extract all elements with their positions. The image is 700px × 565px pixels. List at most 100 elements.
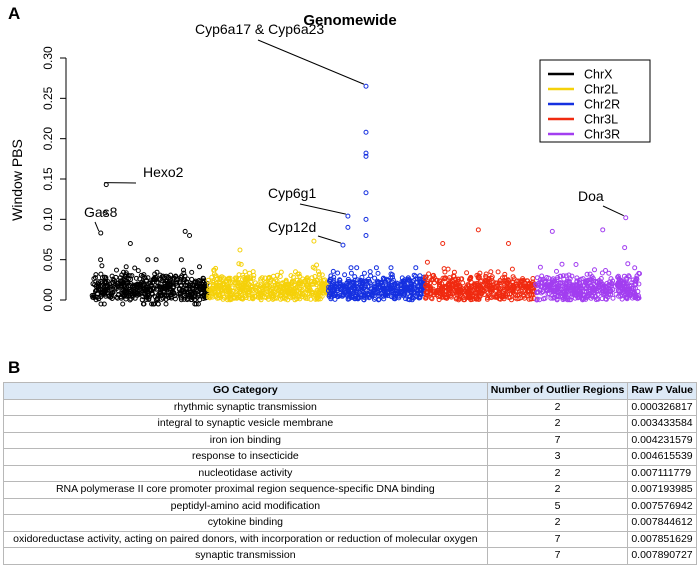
y-tick-label: 0.25	[41, 86, 55, 110]
data-point-chr3l	[465, 271, 469, 275]
legend-entry-label: Chr2L	[584, 83, 618, 97]
outlier-point	[346, 214, 350, 218]
outlier-point	[364, 84, 368, 88]
annotation-label: Cyp6g1	[268, 185, 316, 201]
data-point-chr3r	[626, 262, 630, 266]
header-go-category: GO Category	[4, 383, 488, 400]
data-point-chrx	[100, 264, 104, 268]
annotation-label: Gas8	[84, 204, 118, 220]
outlier-count-cell: 5	[487, 498, 628, 515]
panel-b-letter: B	[8, 358, 20, 378]
data-point-chr3r	[593, 268, 597, 272]
data-point-chr2l	[317, 270, 321, 274]
data-point-chrx	[164, 302, 168, 306]
data-point-chr3l	[425, 260, 429, 264]
outlier-point	[312, 239, 316, 243]
data-point-chr3r	[607, 271, 611, 275]
outlier-point	[624, 216, 628, 220]
annotation-leader-line	[603, 206, 624, 216]
outlier-count-cell: 2	[487, 515, 628, 532]
data-point-chr2l	[279, 270, 283, 274]
go-category-cell: cytokine binding	[4, 515, 488, 532]
y-tick-label: 0.05	[41, 248, 55, 272]
data-point-chr2r	[343, 273, 347, 277]
y-tick-label: 0.20	[41, 127, 55, 151]
outlier-point	[99, 231, 103, 235]
outlier-count-cell: 2	[487, 416, 628, 433]
annotation-label: Cyp6a17 & Cyp6a23	[195, 21, 324, 37]
data-point-chr3l	[489, 270, 493, 274]
p-value-cell: 0.004231579	[628, 432, 697, 449]
data-point-chrx	[124, 265, 128, 269]
header-outlier-regions: Number of Outlier Regions	[487, 383, 628, 400]
data-point-chrx	[146, 258, 150, 262]
go-category-cell: integral to synaptic vesicle membrane	[4, 416, 488, 433]
p-value-cell: 0.007193985	[628, 482, 697, 499]
data-point-chr2r	[349, 271, 353, 275]
outlier-point	[506, 242, 510, 246]
go-category-cell: RNA polymerase II core promoter proximal…	[4, 482, 488, 499]
header-raw-p-value: Raw P Value	[628, 383, 697, 400]
data-point-chr2l	[243, 270, 247, 274]
data-point-chr3r	[574, 263, 578, 267]
data-point-chrx	[179, 258, 183, 262]
data-point-chrx	[133, 266, 137, 270]
data-point-chr2r	[374, 266, 378, 270]
data-point-chr3r	[611, 296, 615, 300]
p-value-cell: 0.007576942	[628, 498, 697, 515]
p-value-cell: 0.000326817	[628, 399, 697, 416]
data-point-chrx	[99, 258, 103, 262]
annotation-label: Doa	[578, 188, 604, 204]
data-point-chrx	[198, 298, 202, 302]
data-point-chrx	[136, 269, 140, 273]
data-point-chr3r	[633, 266, 637, 270]
y-axis-label: Window PBS	[9, 139, 25, 221]
legend-entry-label: Chr2R	[584, 98, 620, 112]
annotation-leader-line	[95, 222, 99, 231]
legend-entry-label: Chr3L	[584, 113, 618, 127]
data-point-chr3r	[538, 265, 542, 269]
data-point-chr2r	[369, 274, 373, 278]
outlier-point	[188, 233, 192, 237]
data-point-chrx	[198, 265, 202, 269]
outlier-count-cell: 3	[487, 449, 628, 466]
data-point-chr2l	[248, 271, 252, 275]
go-category-cell: peptidyl-amino acid modification	[4, 498, 488, 515]
outlier-point	[441, 242, 445, 246]
annotation-label: Hexo2	[143, 164, 184, 180]
annotation-leader-line	[318, 236, 341, 243]
data-point-chr2r	[376, 271, 380, 275]
annotation-label: Cyp12d	[268, 219, 316, 235]
data-point-chr2r	[414, 266, 418, 270]
outlier-point	[601, 228, 605, 232]
table-row: RNA polymerase II core promoter proximal…	[4, 482, 697, 499]
table-row: oxidoreductase activity, acting on paire…	[4, 531, 697, 548]
outlier-point	[550, 229, 554, 233]
go-category-cell: oxidoreductase activity, acting on paire…	[4, 531, 488, 548]
data-point-chrx	[154, 258, 158, 262]
data-point-chr3r	[600, 271, 604, 275]
outlier-point	[623, 246, 627, 250]
data-point-chr2r	[336, 271, 340, 275]
data-point-chr2r	[355, 266, 359, 270]
outlier-count-cell: 7	[487, 432, 628, 449]
y-tick-label: 0.15	[41, 167, 55, 191]
outlier-point	[364, 191, 368, 195]
data-point-chr3l	[496, 270, 500, 274]
p-value-cell: 0.007844612	[628, 515, 697, 532]
data-point-chrx	[128, 298, 132, 302]
outlier-point	[346, 225, 350, 229]
data-point-chr2r	[362, 271, 366, 275]
data-point-chr2r	[389, 266, 393, 270]
data-point-chrx	[99, 272, 103, 276]
data-point-chrx	[115, 268, 119, 272]
go-category-table: GO Category Number of Outlier Regions Ra…	[3, 382, 697, 565]
data-point-chrx	[121, 302, 125, 306]
